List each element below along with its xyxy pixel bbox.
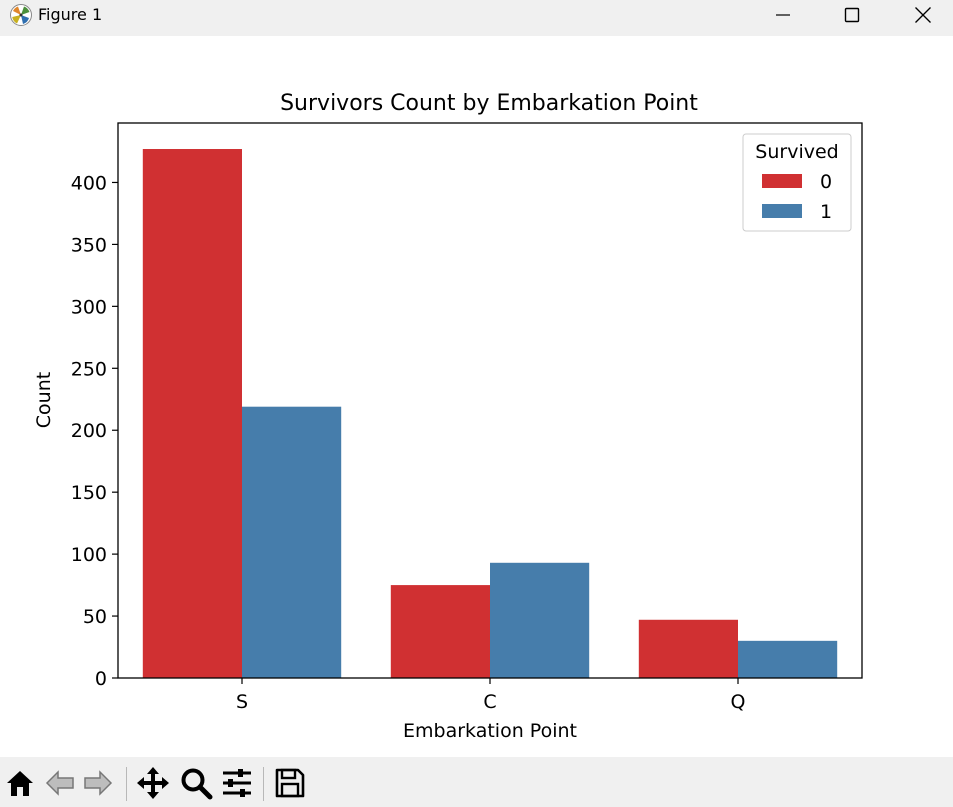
legend-label-1: 1 [820, 201, 832, 223]
forward-button[interactable] [80, 765, 116, 801]
y-tick-label: 100 [71, 544, 107, 566]
close-icon [915, 7, 931, 23]
y-tick-label: 0 [95, 668, 107, 690]
title-bar[interactable]: Figure 1 [0, 0, 953, 36]
back-button[interactable] [42, 765, 78, 801]
legend: Survived 01 [742, 133, 852, 232]
bars-layer [142, 149, 838, 678]
save-icon [275, 768, 305, 798]
y-tick-label: 200 [71, 420, 107, 442]
close-button[interactable] [889, 0, 953, 30]
navigation-toolbar [0, 757, 953, 807]
pan-icon [137, 767, 169, 799]
bar-S-survived-1 [242, 406, 342, 678]
back-icon [45, 770, 74, 796]
y-tick-label: 250 [71, 358, 107, 380]
minimize-icon [776, 14, 790, 16]
minimize-button[interactable] [749, 0, 817, 30]
figure-canvas[interactable]: Survivors Count by Embarkation Point 0 50… [0, 36, 953, 757]
legend-label-0: 0 [820, 171, 832, 193]
x-tick-label: Q [731, 691, 746, 713]
y-tick-label: 150 [71, 482, 107, 504]
x-tick-label: C [483, 691, 496, 713]
plot-frame [117, 122, 863, 679]
zoom-icon [181, 768, 213, 800]
home-button[interactable] [2, 765, 38, 801]
bar-C-survived-0 [390, 585, 490, 678]
bar-chart: Survivors Count by Embarkation Point 0 50… [33, 91, 863, 742]
toolbar-separator [263, 767, 264, 801]
legend-entries: 01 [762, 171, 832, 223]
bar-Q-survived-1 [738, 640, 838, 678]
bar-Q-survived-0 [638, 619, 738, 678]
y-axis-label: Count [33, 372, 55, 428]
window-title: Figure 1 [38, 5, 103, 24]
matplotlib-icon [10, 4, 32, 26]
y-tick-label: 350 [71, 234, 107, 256]
x-tick-label: S [236, 691, 248, 713]
forward-icon [84, 770, 113, 796]
chart-title: Survivors Count by Embarkation Point [280, 91, 698, 116]
configure-subplots-button[interactable] [219, 765, 255, 801]
zoom-button[interactable] [178, 765, 214, 801]
home-icon [7, 771, 33, 796]
pan-button[interactable] [135, 765, 171, 801]
save-button[interactable] [272, 765, 308, 801]
y-tick-label: 50 [83, 606, 107, 628]
bar-C-survived-1 [490, 562, 590, 678]
bar-S-survived-0 [142, 149, 242, 678]
legend-swatch-1 [762, 204, 802, 218]
legend-title: Survived [755, 141, 838, 163]
y-axis: 0 50 100 150 200 250 300 350 400 [71, 172, 118, 690]
configure-subplots-icon [223, 769, 251, 797]
legend-swatch-0 [762, 174, 802, 188]
maximize-icon [844, 7, 860, 23]
toolbar-separator [126, 767, 127, 801]
x-axis-label: Embarkation Point [403, 720, 577, 742]
y-tick-label: 400 [71, 172, 107, 194]
maximize-button[interactable] [818, 0, 886, 30]
y-tick-label: 300 [71, 296, 107, 318]
